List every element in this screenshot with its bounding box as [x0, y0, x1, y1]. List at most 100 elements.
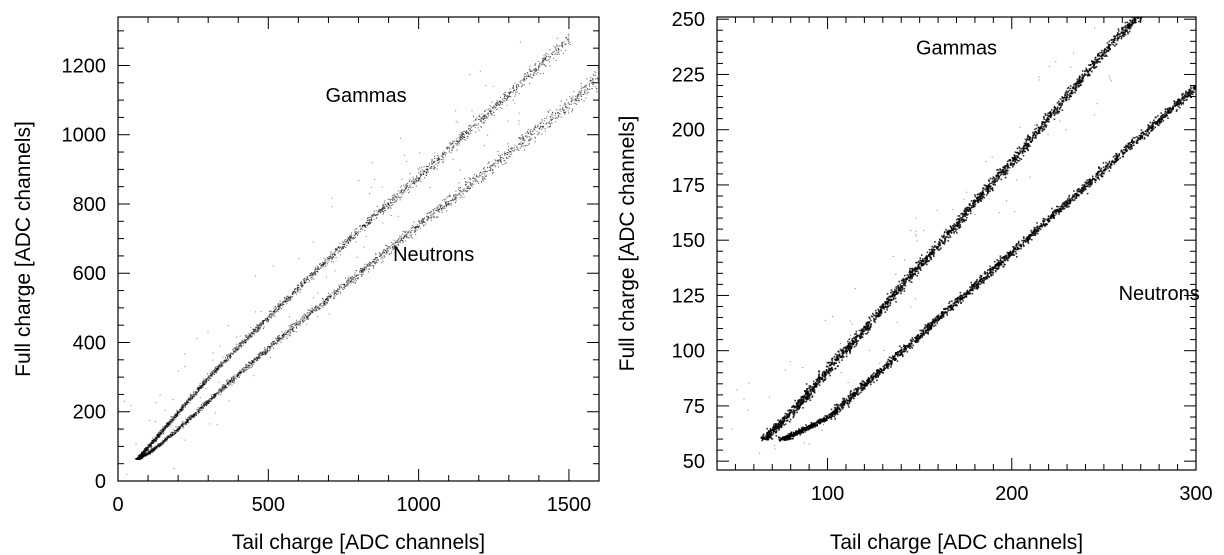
data-point: [214, 374, 215, 375]
data-point: [317, 305, 318, 306]
data-point: [495, 162, 496, 163]
data-point: [482, 117, 483, 118]
data-point: [562, 109, 563, 110]
data-point: [302, 283, 303, 284]
data-point: [461, 196, 462, 197]
data-point: [399, 238, 400, 239]
data-point: [513, 91, 514, 92]
data-point: [531, 129, 532, 130]
data-point: [256, 327, 257, 328]
data-point: [412, 238, 413, 239]
data-point: [144, 451, 145, 452]
data-point: [552, 122, 553, 123]
data-point: [414, 231, 415, 232]
data-point: [404, 235, 405, 236]
data-point: [565, 44, 566, 45]
data-point: [286, 297, 287, 298]
data-point: [592, 88, 593, 89]
data-point: [154, 450, 155, 451]
data-point: [419, 167, 420, 168]
data-point: [317, 266, 318, 267]
data-point: [394, 194, 395, 195]
data-point: [347, 237, 348, 238]
data-point: [514, 90, 515, 91]
data-point: [519, 93, 520, 94]
data-point: [548, 54, 549, 55]
data-point: [200, 388, 201, 389]
data-point: [354, 235, 355, 236]
data-point: [279, 307, 280, 308]
data-point: [253, 364, 254, 365]
data-point: [556, 49, 557, 50]
data-point: [454, 199, 455, 200]
data-point: [437, 165, 438, 166]
data-point: [568, 102, 569, 103]
data-point: [331, 296, 332, 297]
data-point: [469, 178, 470, 179]
data-point: [307, 313, 308, 314]
data-point: [388, 250, 389, 251]
data-point: [154, 442, 155, 443]
data-point: [420, 181, 421, 182]
data-point: [429, 163, 430, 164]
data-point: [422, 219, 423, 220]
data-point: [148, 449, 149, 450]
data-point: [284, 332, 285, 333]
data-point: [205, 401, 206, 402]
data-point: [417, 224, 418, 225]
data-point: [342, 241, 343, 242]
data-point: [228, 354, 229, 355]
data-point: [234, 381, 235, 382]
data-point: [365, 269, 366, 270]
data-point: [319, 269, 320, 270]
data-point: [500, 101, 501, 102]
data-point: [474, 174, 475, 175]
data-point: [332, 254, 333, 255]
data-point: [498, 163, 499, 164]
data-point: [320, 263, 321, 264]
data-point: [226, 361, 227, 362]
data-point: [247, 366, 248, 367]
data-point: [282, 335, 283, 336]
data-point: [435, 167, 436, 168]
data-point: [188, 417, 189, 418]
data-point: [298, 287, 299, 288]
data-point: [312, 309, 313, 310]
data-point: [155, 436, 156, 437]
data-point: [148, 450, 149, 451]
data-point: [322, 307, 323, 308]
data-point: [500, 102, 501, 103]
data-point: [346, 286, 347, 287]
data-point: [426, 166, 427, 167]
data-point: [278, 306, 279, 307]
data-point: [176, 416, 177, 417]
data-point: [389, 253, 390, 254]
data-point: [401, 238, 402, 239]
data-point: [390, 202, 391, 203]
data-point: [478, 125, 479, 126]
data-point: [237, 348, 238, 349]
data-point: [325, 266, 326, 267]
data-point: [478, 123, 479, 124]
data-point: [236, 378, 237, 379]
data-point: [562, 44, 563, 45]
data-point: [189, 399, 190, 400]
data-point: [383, 249, 384, 250]
data-point: [254, 359, 255, 360]
data-point: [468, 134, 469, 135]
data-point: [386, 206, 387, 207]
data-point: [536, 69, 537, 70]
data-point: [558, 48, 559, 49]
data-point: [452, 140, 453, 141]
data-point: [516, 87, 517, 88]
data-point: [401, 190, 402, 191]
data-point: [158, 444, 159, 445]
data-point: [174, 433, 175, 434]
data-point: [455, 202, 456, 203]
data-point: [465, 132, 466, 133]
data-point: [264, 320, 265, 321]
data-point: [360, 231, 361, 232]
data-point: [407, 237, 408, 238]
data-point: [222, 390, 223, 391]
data-point: [198, 390, 199, 391]
